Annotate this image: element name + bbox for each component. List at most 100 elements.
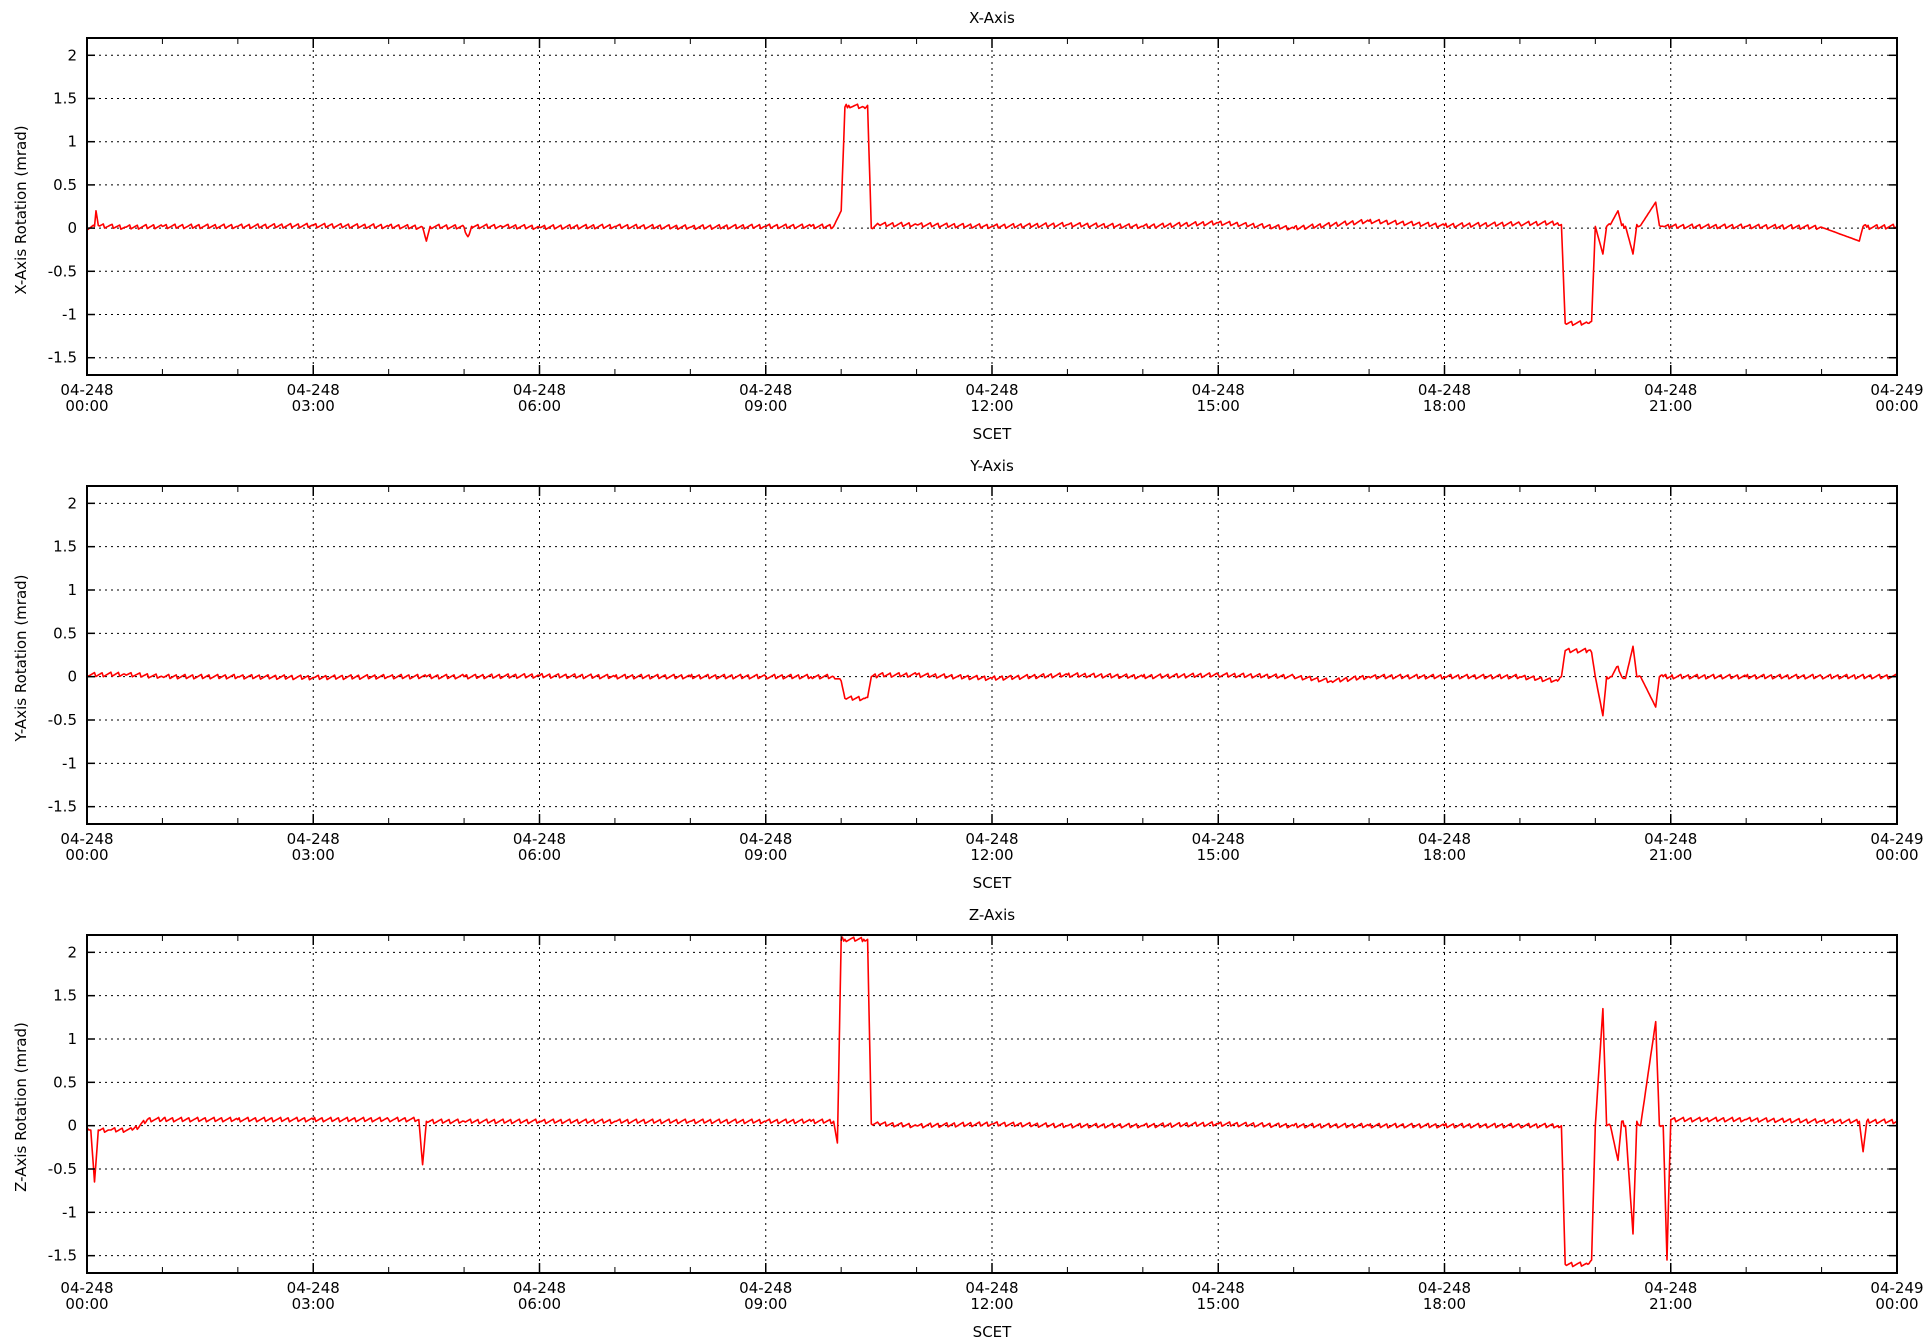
y-axis-xtick-label-time: 18:00 <box>1423 846 1466 864</box>
y-axis-xtick-label-date: 04-249 <box>1870 830 1923 848</box>
y-axis-xtick-label-date: 04-248 <box>1418 830 1471 848</box>
x-axis-ylabel: X-Axis Rotation (mrad) <box>12 125 30 294</box>
z-axis-xtick-label-date: 04-248 <box>965 1279 1018 1297</box>
y-axis-xtick-label-time: 09:00 <box>744 846 787 864</box>
z-axis-ytick-label: 2 <box>67 943 77 961</box>
x-axis-ytick-label: -0.5 <box>48 262 77 280</box>
y-axis-xtick-label-date: 04-248 <box>287 830 340 848</box>
y-axis-ytick-label: 0 <box>67 668 77 686</box>
y-axis-xtick-label-date: 04-248 <box>1192 830 1245 848</box>
x-axis-series <box>86 103 1898 327</box>
y-axis-ytick-label: 1.5 <box>53 538 77 556</box>
z-axis-xtick-label-time: 18:00 <box>1423 1295 1466 1313</box>
x-axis-ticks: -1.5-1-0.500.511.5204-24800:0004-24803:0… <box>48 38 1924 415</box>
x-axis-ytick-label: 0.5 <box>53 176 77 194</box>
z-axis-xtick-label-date: 04-248 <box>1644 1279 1697 1297</box>
x-axis-xtick-label-time: 00:00 <box>1875 397 1918 415</box>
x-axis-panel: X-Axis -1.5-1-0.500.511.5204-24800:0004-… <box>12 9 1924 443</box>
z-axis-ytick-label: -1 <box>62 1203 77 1221</box>
z-axis-ytick-label: 1.5 <box>53 987 77 1005</box>
y-axis-series <box>86 645 1898 717</box>
z-axis-series <box>86 936 1898 1268</box>
z-axis-xtick-label-date: 04-248 <box>60 1279 113 1297</box>
y-axis-ylabel: Y-Axis Rotation (mrad) <box>12 574 30 742</box>
y-axis-series-line <box>86 645 1898 717</box>
y-axis-xtick-label-date: 04-248 <box>1644 830 1697 848</box>
z-axis-series-line <box>86 936 1898 1268</box>
x-axis-xtick-label-date: 04-248 <box>513 381 566 399</box>
z-axis-ytick-label: 1 <box>67 1030 77 1048</box>
x-axis-xtick-label-time: 15:00 <box>1197 397 1240 415</box>
x-axis-xtick-label-time: 12:00 <box>970 397 1013 415</box>
z-axis-xtick-label-date: 04-248 <box>1418 1279 1471 1297</box>
y-axis-xtick-label-time: 06:00 <box>518 846 561 864</box>
z-axis-xtick-label-time: 21:00 <box>1649 1295 1692 1313</box>
x-axis-xtick-label-date: 04-248 <box>1418 381 1471 399</box>
z-axis-xtick-label-date: 04-248 <box>513 1279 566 1297</box>
y-axis-panel: Y-Axis -1.5-1-0.500.511.5204-24800:0004-… <box>12 457 1924 892</box>
x-axis-ytick-label: 1.5 <box>53 89 77 107</box>
x-axis-xlabel: SCET <box>973 425 1012 443</box>
y-axis-xtick-label-date: 04-248 <box>965 830 1018 848</box>
y-axis-ytick-label: -0.5 <box>48 711 77 729</box>
x-axis-xtick-label-date: 04-248 <box>1192 381 1245 399</box>
x-axis-xtick-label-date: 04-248 <box>1644 381 1697 399</box>
x-axis-ytick-label: -1.5 <box>48 349 77 367</box>
z-axis-xtick-label-time: 00:00 <box>65 1295 108 1313</box>
y-axis-ytick-label: -1.5 <box>48 798 77 816</box>
z-axis-xtick-label-time: 12:00 <box>970 1295 1013 1313</box>
z-axis-xtick-label-time: 03:00 <box>292 1295 335 1313</box>
x-axis-xtick-label-time: 21:00 <box>1649 397 1692 415</box>
z-axis-xtick-label-time: 06:00 <box>518 1295 561 1313</box>
z-axis-ytick-label: -1.5 <box>48 1247 77 1265</box>
y-axis-xtick-label-date: 04-248 <box>60 830 113 848</box>
x-axis-ytick-label: 1 <box>67 133 77 151</box>
y-axis-ytick-label: -1 <box>62 754 77 772</box>
z-axis-grid <box>86 935 1898 1273</box>
z-axis-ticks: -1.5-1-0.500.511.5204-24800:0004-24803:0… <box>48 935 1924 1313</box>
x-axis-ytick-label: 0 <box>67 219 77 237</box>
y-axis-xlabel: SCET <box>973 874 1012 892</box>
y-axis-xtick-label-time: 15:00 <box>1197 846 1240 864</box>
y-axis-xtick-label-date: 04-248 <box>513 830 566 848</box>
z-axis-xtick-label-date: 04-248 <box>1192 1279 1245 1297</box>
z-axis-xlabel: SCET <box>973 1323 1012 1338</box>
x-axis-series-line <box>86 103 1898 327</box>
x-axis-xtick-label-time: 00:00 <box>65 397 108 415</box>
x-axis-ytick-label: 2 <box>67 46 77 64</box>
z-axis-xtick-label-date: 04-249 <box>1870 1279 1923 1297</box>
x-axis-xtick-label-date: 04-248 <box>739 381 792 399</box>
x-axis-xtick-label-time: 18:00 <box>1423 397 1466 415</box>
y-axis-xtick-label-time: 12:00 <box>970 846 1013 864</box>
y-axis-ytick-label: 2 <box>67 494 77 512</box>
y-axis-xtick-label-time: 00:00 <box>65 846 108 864</box>
z-axis-xtick-label-time: 00:00 <box>1875 1295 1918 1313</box>
y-axis-ticks: -1.5-1-0.500.511.5204-24800:0004-24803:0… <box>48 486 1924 864</box>
x-axis-xtick-label-date: 04-248 <box>60 381 113 399</box>
x-axis-xtick-label-date: 04-248 <box>287 381 340 399</box>
z-axis-xtick-label-date: 04-248 <box>739 1279 792 1297</box>
x-axis-xtick-label-time: 06:00 <box>518 397 561 415</box>
y-axis-title: Y-Axis <box>969 457 1014 475</box>
z-axis-title: Z-Axis <box>969 906 1015 924</box>
z-axis-xtick-label-time: 15:00 <box>1197 1295 1240 1313</box>
z-axis-ylabel: Z-Axis Rotation (mrad) <box>12 1022 30 1192</box>
z-axis-ytick-label: 0 <box>67 1117 77 1135</box>
y-axis-xtick-label-date: 04-248 <box>739 830 792 848</box>
y-axis-xtick-label-time: 03:00 <box>292 846 335 864</box>
z-axis-ytick-label: -0.5 <box>48 1160 77 1178</box>
z-axis-xtick-label-time: 09:00 <box>744 1295 787 1313</box>
y-axis-xtick-label-time: 00:00 <box>1875 846 1918 864</box>
x-axis-xtick-label-date: 04-248 <box>965 381 1018 399</box>
x-axis-ytick-label: -1 <box>62 306 77 324</box>
x-axis-xtick-label-time: 09:00 <box>744 397 787 415</box>
y-axis-ytick-label: 1 <box>67 581 77 599</box>
z-axis-xtick-label-date: 04-248 <box>287 1279 340 1297</box>
y-axis-xtick-label-time: 21:00 <box>1649 846 1692 864</box>
x-axis-xtick-label-time: 03:00 <box>292 397 335 415</box>
x-axis-title: X-Axis <box>969 9 1015 27</box>
x-axis-xtick-label-date: 04-249 <box>1870 381 1923 399</box>
z-axis-panel: Z-Axis -1.5-1-0.500.511.5204-24800:0004-… <box>12 906 1924 1338</box>
